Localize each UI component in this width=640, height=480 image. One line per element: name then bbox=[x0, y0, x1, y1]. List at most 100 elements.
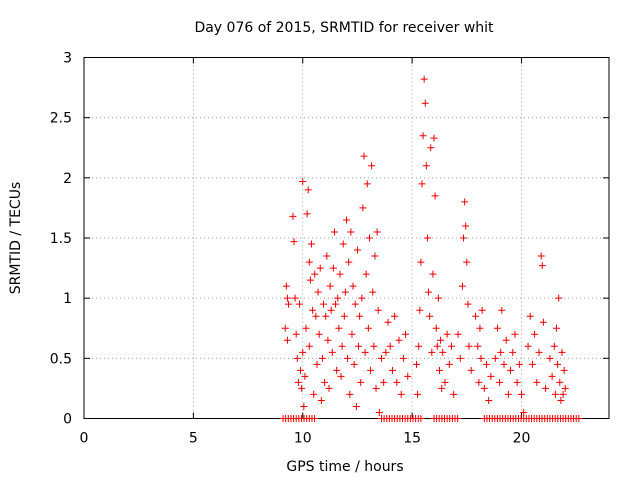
data-point bbox=[472, 312, 480, 320]
data-point bbox=[357, 378, 365, 386]
data-point bbox=[299, 348, 307, 356]
data-point bbox=[539, 318, 547, 326]
data-point bbox=[289, 212, 297, 220]
data-point bbox=[372, 384, 380, 392]
gridlines bbox=[84, 57, 609, 419]
data-point bbox=[371, 252, 379, 260]
data-point bbox=[465, 342, 473, 350]
data-point bbox=[328, 348, 336, 356]
x-axis-title: GPS time / hours bbox=[286, 459, 403, 475]
data-point bbox=[290, 238, 298, 246]
data-point bbox=[310, 390, 318, 398]
data-point bbox=[487, 372, 495, 380]
y-axis-title: SRMTID / TECUs bbox=[8, 182, 24, 295]
data-point bbox=[542, 384, 550, 392]
data-point bbox=[336, 270, 344, 278]
data-point bbox=[432, 324, 440, 332]
data-point bbox=[317, 396, 325, 404]
data-point bbox=[362, 270, 370, 278]
data-point bbox=[293, 354, 301, 362]
data-point bbox=[363, 180, 371, 188]
data-point bbox=[338, 342, 346, 350]
y-tick-label: 2 bbox=[63, 171, 72, 187]
data-point bbox=[556, 378, 564, 386]
data-point bbox=[480, 384, 488, 392]
data-point bbox=[299, 177, 307, 185]
data-point bbox=[461, 198, 469, 206]
data-point bbox=[315, 330, 323, 338]
data-point bbox=[460, 234, 468, 242]
data-point bbox=[337, 372, 345, 380]
data-point bbox=[491, 354, 499, 362]
data-point bbox=[302, 324, 310, 332]
data-point bbox=[441, 378, 449, 386]
data-point bbox=[318, 354, 326, 362]
data-point bbox=[356, 312, 364, 320]
data-point bbox=[321, 378, 329, 386]
y-tick-label: 0 bbox=[63, 412, 72, 428]
data-point bbox=[431, 192, 439, 200]
data-point bbox=[375, 408, 383, 416]
data-point bbox=[308, 240, 315, 248]
data-point bbox=[330, 228, 338, 236]
data-point bbox=[301, 372, 309, 380]
data-point bbox=[369, 288, 377, 296]
data-point bbox=[399, 354, 407, 362]
data-point bbox=[358, 294, 366, 302]
data-point bbox=[283, 336, 291, 344]
data-point bbox=[413, 360, 420, 368]
data-point bbox=[327, 306, 335, 314]
data-point bbox=[343, 216, 350, 224]
data-point bbox=[333, 366, 341, 374]
data-point bbox=[367, 366, 375, 374]
data-point bbox=[548, 372, 556, 380]
data-point bbox=[351, 300, 359, 308]
data-point bbox=[420, 75, 428, 83]
data-point bbox=[546, 354, 554, 362]
data-point bbox=[575, 415, 583, 422]
data-point bbox=[474, 342, 482, 350]
y-tick-label: 1 bbox=[63, 291, 72, 307]
data-point bbox=[550, 342, 558, 350]
data-point bbox=[332, 300, 340, 308]
data-point bbox=[551, 390, 559, 398]
data-point bbox=[324, 336, 332, 344]
data-points bbox=[279, 75, 583, 422]
data-point bbox=[478, 306, 486, 314]
data-point bbox=[298, 384, 306, 392]
data-point bbox=[528, 360, 536, 368]
data-point bbox=[370, 342, 378, 350]
data-point bbox=[445, 360, 453, 368]
data-point bbox=[297, 366, 305, 374]
data-point bbox=[326, 282, 334, 290]
data-point bbox=[463, 258, 471, 266]
data-point bbox=[476, 324, 484, 332]
data-point bbox=[415, 342, 423, 350]
data-point bbox=[507, 366, 515, 374]
data-point bbox=[454, 415, 462, 422]
data-point bbox=[373, 228, 381, 236]
data-point bbox=[384, 318, 392, 326]
data-point bbox=[382, 348, 390, 356]
y-tick-label: 3 bbox=[63, 51, 72, 67]
data-point bbox=[364, 324, 372, 332]
data-point bbox=[368, 162, 376, 170]
data-point bbox=[281, 324, 289, 332]
data-point bbox=[335, 324, 343, 332]
chart-title: Day 076 of 2015, SRMTID for receiver whi… bbox=[194, 20, 494, 36]
data-point bbox=[426, 312, 434, 320]
data-point bbox=[386, 342, 394, 350]
data-point bbox=[344, 354, 352, 362]
data-point bbox=[513, 378, 521, 386]
data-point bbox=[365, 234, 373, 242]
data-point bbox=[462, 222, 470, 230]
data-point bbox=[423, 234, 431, 242]
data-point bbox=[305, 258, 313, 266]
data-point bbox=[325, 384, 333, 392]
data-point bbox=[349, 282, 357, 290]
data-point bbox=[425, 288, 433, 296]
y-axis-ticks: 0 0.5 1 1.5 2 2.5 3 bbox=[50, 51, 609, 428]
data-point bbox=[285, 300, 293, 308]
data-point bbox=[483, 360, 490, 368]
